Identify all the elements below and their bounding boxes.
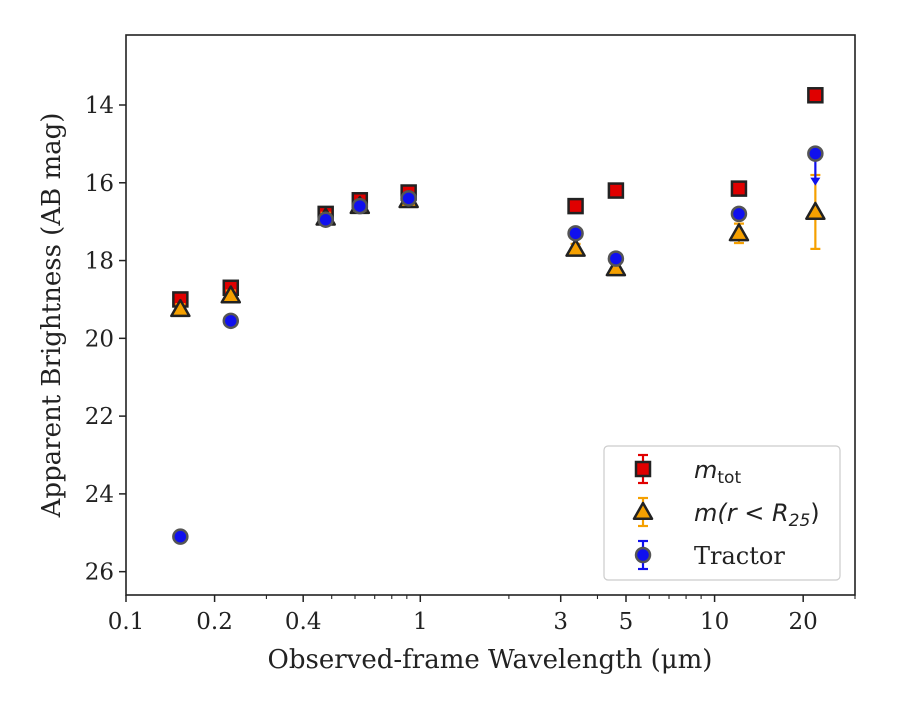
data-point-triangle [220,285,242,304]
legend-label: m(r < R25) [694,499,820,531]
legend-label: mtot [694,456,741,488]
y-tick-label: 26 [85,560,114,586]
legend-label: Tractor [694,542,785,570]
data-point-circle [351,197,369,215]
x-tick-label: 1 [413,609,428,635]
series-circle [172,145,824,545]
legend-marker-triangle [632,501,654,520]
legend-item: mtot [634,453,741,488]
legend-marker-circle [634,546,652,564]
x-tick-label: 10 [700,609,729,635]
legend-box [603,445,841,581]
legend-label-subscript: tot [717,468,741,488]
data-point-circle [222,312,240,330]
data-point-triangle [605,258,627,277]
data-point-circle [567,225,584,242]
data-point-circle [400,190,417,207]
x-tick-label: 20 [789,609,818,635]
series-triangle [170,173,826,318]
y-tick-label: 14 [85,93,114,119]
legend-label-close: ) [810,499,819,527]
data-point-triangle [805,201,826,220]
x-tick-label: 0.4 [285,609,322,635]
x-axis-label: Observed-frame Wavelength (μm) [268,645,713,675]
y-tick-label: 24 [85,482,114,508]
data-point-circle [607,250,625,267]
data-point-circle [317,211,334,228]
data-point-square [807,87,824,104]
data-point-circle [172,528,189,545]
x-tick-label: 5 [619,609,634,635]
x-tick-label: 0.1 [108,609,145,635]
data-markers [170,87,826,545]
data-point-circle [730,205,748,223]
y-tick-label: 22 [85,404,114,430]
axis-ticks: 0.1 0.2 0.4 1 3 5 10 20 14 16 18 20 22 24 26 [85,93,856,635]
data-point-square [607,182,625,199]
plot-frame [125,34,856,596]
upper-limit-arrow-head [810,177,821,186]
legend-label-main: m [694,456,717,484]
y-tick-label: 18 [85,249,114,275]
series-square [172,87,824,308]
data-point-square [730,180,748,197]
legend-marker-square [634,460,652,478]
data-point-triangle [728,223,750,242]
legend-label-main: m(r < R [694,499,789,527]
x-tick-label: 3 [553,609,568,635]
data-point-triangle [170,298,191,318]
legend-item: m(r < R25) [632,496,820,531]
data-point-square [567,197,584,215]
legend-label-subscript: 25 [789,511,811,531]
y-tick-label: 16 [85,171,114,197]
y-tick-label: 20 [85,326,114,352]
x-tick-label: 0.2 [196,609,233,635]
data-point-circle [807,145,824,162]
y-axis-label: Apparent Brightness (AB mag) [37,113,67,519]
legend: mtot m(r < R25) Tractor [603,445,841,581]
legend-item: Tractor [634,539,785,571]
data-point-triangle [565,238,586,257]
